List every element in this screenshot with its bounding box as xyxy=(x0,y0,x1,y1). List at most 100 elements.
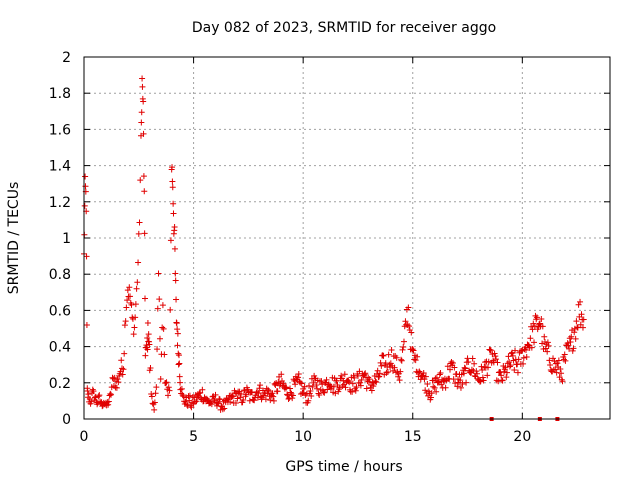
data-point xyxy=(124,297,131,304)
data-point xyxy=(550,355,557,362)
data-point xyxy=(494,359,501,366)
data-point xyxy=(204,396,211,403)
data-point xyxy=(378,362,385,369)
data-point xyxy=(457,384,464,391)
data-point xyxy=(396,377,403,384)
data-point xyxy=(121,350,128,357)
data-point xyxy=(163,379,170,386)
y-tick-label: 1.4 xyxy=(49,159,71,175)
data-point xyxy=(144,320,151,327)
data-point xyxy=(140,173,147,180)
data-point xyxy=(339,383,346,390)
data-point xyxy=(351,374,358,381)
data-point xyxy=(398,356,405,363)
data-point xyxy=(194,394,201,401)
data-point xyxy=(254,388,261,395)
data-point xyxy=(400,338,407,345)
data-point xyxy=(140,98,147,105)
data-point xyxy=(405,304,412,311)
data-point xyxy=(507,362,514,369)
y-tick-label: 0.8 xyxy=(49,267,71,283)
data-point xyxy=(142,295,149,302)
data-point xyxy=(176,360,183,367)
data-point xyxy=(393,354,400,361)
data-point xyxy=(362,370,369,377)
data-point xyxy=(553,369,560,376)
data-point xyxy=(572,335,579,342)
data-point xyxy=(406,323,413,330)
data-point xyxy=(448,358,455,365)
data-point xyxy=(154,346,161,353)
data-point xyxy=(462,365,469,372)
data-point xyxy=(452,380,459,387)
data-point xyxy=(193,398,200,405)
data-point xyxy=(251,397,258,404)
y-tick-label: 1 xyxy=(62,231,71,247)
data-point xyxy=(85,391,92,398)
data-point xyxy=(121,322,128,329)
data-point xyxy=(89,386,96,393)
data-point xyxy=(228,394,235,401)
data-point xyxy=(83,253,90,260)
data-point xyxy=(492,353,499,360)
data-point xyxy=(544,339,551,346)
data-point xyxy=(536,320,543,327)
data-point xyxy=(177,379,184,386)
data-point xyxy=(412,357,419,364)
data-point xyxy=(428,390,435,397)
data-point xyxy=(361,371,368,378)
data-point xyxy=(181,398,188,405)
data-point xyxy=(382,360,389,367)
y-axis-ticks: 0 0.2 0.4 0.6 0.8 1 1.2 1.4 1.6 1.8 2 xyxy=(49,50,610,428)
x-tick-label: 10 xyxy=(294,429,312,445)
data-point xyxy=(115,379,122,386)
data-point xyxy=(338,372,345,379)
data-point xyxy=(473,368,480,375)
data-point xyxy=(316,392,323,399)
chart-title: Day 082 of 2023, SRMTID for receiver agg… xyxy=(192,20,496,36)
data-point xyxy=(249,389,256,396)
data-point xyxy=(139,83,146,90)
grid-lines xyxy=(84,57,610,419)
data-point xyxy=(212,391,219,398)
data-point xyxy=(544,348,551,355)
data-point xyxy=(86,395,93,402)
data-point xyxy=(566,335,573,342)
data-point xyxy=(169,184,176,191)
data-point xyxy=(486,346,493,353)
data-point xyxy=(124,287,131,294)
x-axis-ticks: 0 5 10 15 20 xyxy=(80,57,531,445)
data-point xyxy=(357,382,364,389)
data-point xyxy=(341,371,348,378)
y-tick-label: 1.6 xyxy=(49,122,71,138)
data-point xyxy=(90,388,97,395)
data-point xyxy=(295,374,302,381)
data-point xyxy=(432,375,439,382)
data-point xyxy=(305,397,312,404)
data-point xyxy=(453,370,460,377)
data-point xyxy=(81,202,88,209)
y-tick-label: 1.8 xyxy=(49,86,71,102)
data-point xyxy=(122,318,129,325)
data-point xyxy=(555,357,562,364)
data-point xyxy=(174,342,181,349)
data-point xyxy=(480,377,487,384)
data-point xyxy=(105,398,112,405)
plot-frame xyxy=(83,56,611,420)
data-point xyxy=(395,373,402,380)
data-point xyxy=(375,374,382,381)
x-tick-label: 15 xyxy=(404,429,422,445)
data-point xyxy=(169,164,176,171)
data-point xyxy=(238,391,245,398)
data-point xyxy=(327,383,334,390)
data-point xyxy=(171,245,178,252)
data-point xyxy=(575,301,582,308)
data-point xyxy=(444,363,451,370)
data-point xyxy=(314,385,321,392)
data-point xyxy=(390,367,397,374)
data-point xyxy=(280,380,287,387)
data-point xyxy=(138,119,145,126)
data-point xyxy=(132,314,139,321)
data-point xyxy=(175,361,182,368)
data-point xyxy=(411,356,418,363)
